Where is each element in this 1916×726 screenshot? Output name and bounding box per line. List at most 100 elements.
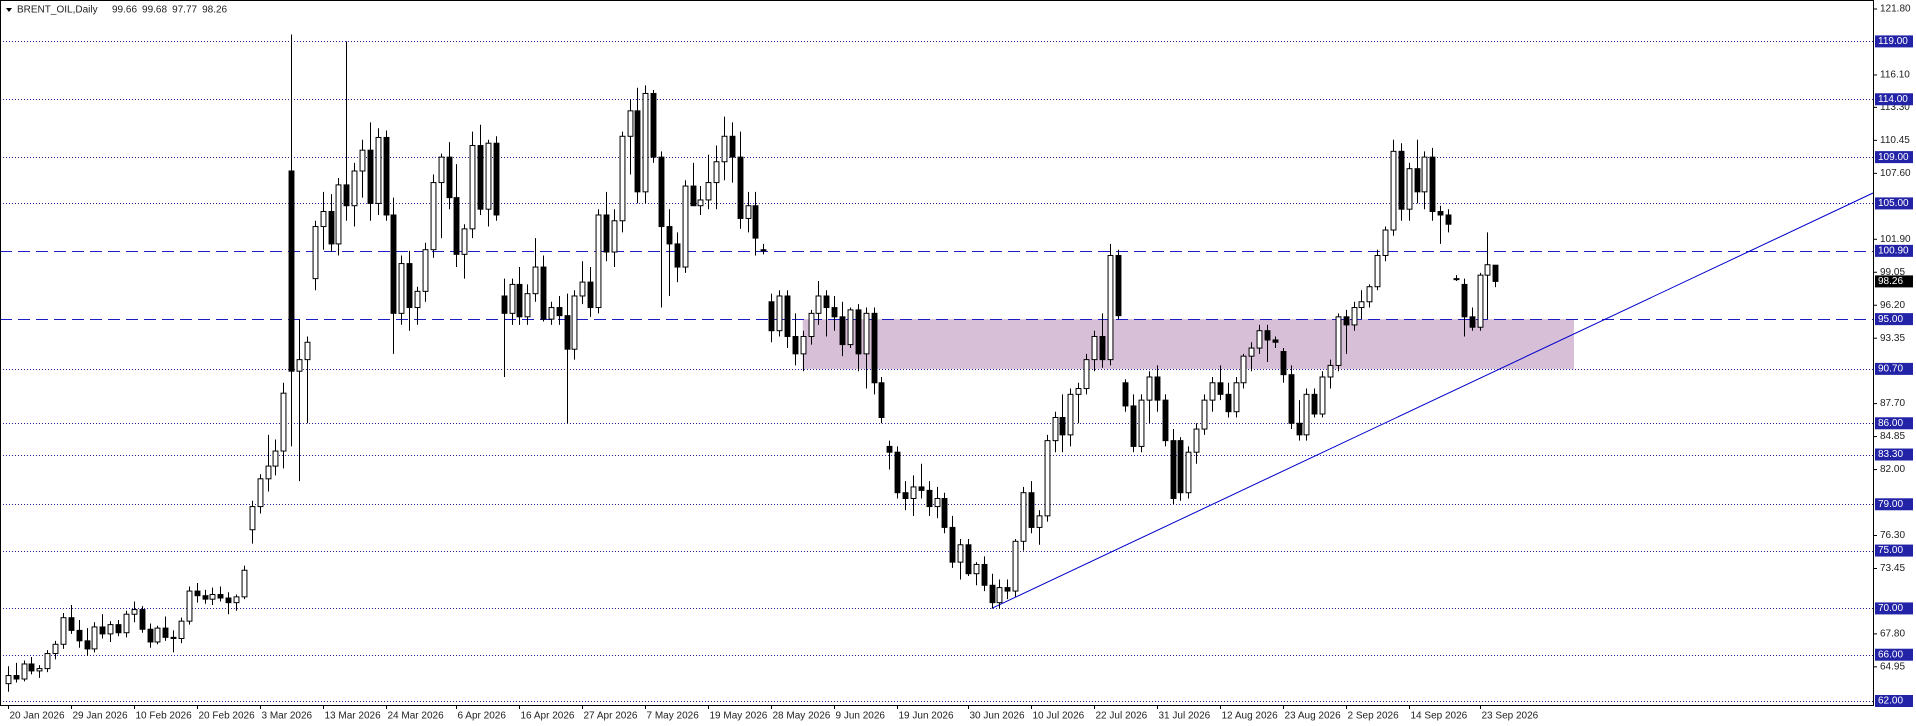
- level-label-box: [1875, 648, 1913, 661]
- x-tick-label: 19 Jun 2026: [899, 711, 954, 722]
- candle-body: [147, 628, 154, 643]
- candle-body: [453, 197, 460, 255]
- candle-body: [847, 309, 854, 346]
- level-label: 66.00: [1878, 649, 1903, 660]
- candle-body: [1130, 405, 1137, 447]
- candle-body: [516, 283, 523, 318]
- y-tick-label: 121.80: [1880, 4, 1911, 15]
- candle-body: [1484, 264, 1491, 276]
- candle-body: [178, 620, 185, 640]
- level-label: 109.00: [1878, 152, 1909, 163]
- candle-body: [973, 563, 980, 575]
- x-tick-label: 6 Apr 2026: [458, 711, 507, 722]
- candle-body: [1374, 254, 1381, 288]
- candle-body: [186, 590, 193, 622]
- candle-body: [1445, 214, 1452, 225]
- level-label-box: [1875, 35, 1913, 48]
- y-tick-label: 67.80: [1880, 629, 1905, 640]
- candle-body: [1067, 393, 1074, 436]
- x-tick-label: 3 Mar 2026: [262, 711, 313, 722]
- candle-body: [1028, 492, 1035, 528]
- candle-body: [1437, 211, 1444, 216]
- candle-body: [1075, 388, 1082, 395]
- candle-body: [1256, 330, 1263, 349]
- candle-body: [1170, 440, 1177, 499]
- x-tick-label: 7 May 2026: [647, 711, 700, 722]
- candle-body: [650, 92, 657, 158]
- candle-body: [540, 266, 547, 320]
- candle-body: [1154, 376, 1161, 401]
- candle-body: [446, 156, 453, 199]
- x-tick-label: 30 Jun 2026: [970, 711, 1025, 722]
- candle-body: [1193, 428, 1200, 453]
- candle-body: [1398, 150, 1405, 210]
- y-tick-label: 96.20: [1880, 300, 1905, 311]
- candle-body: [1421, 156, 1428, 193]
- candle-body: [1099, 335, 1106, 361]
- candle-body: [926, 489, 933, 508]
- candle-body: [1209, 382, 1216, 401]
- candle-body: [5, 675, 12, 685]
- x-tick-label: 2 Sep 2026: [1348, 711, 1400, 722]
- candle-body: [1012, 540, 1019, 592]
- candle-body: [170, 636, 177, 640]
- candle-body: [808, 312, 815, 337]
- candle-body: [949, 526, 956, 563]
- x-tick-label: 14 Sep 2026: [1411, 711, 1468, 722]
- trendline: [991, 192, 1874, 609]
- x-tick-label: 31 Jul 2026: [1159, 711, 1211, 722]
- candle-body: [886, 445, 893, 453]
- candle-body: [1036, 515, 1043, 528]
- candle-body: [375, 136, 382, 204]
- candle-body: [28, 663, 35, 672]
- candle-body: [320, 211, 327, 228]
- candle-body: [619, 135, 626, 222]
- candle-body: [768, 301, 775, 332]
- candle-body: [690, 185, 697, 207]
- y-tick-label: 76.30: [1880, 530, 1905, 541]
- candle-body: [1122, 382, 1129, 407]
- level-label: 62.00: [1878, 696, 1903, 707]
- candle-body: [21, 663, 28, 680]
- candle-body: [556, 307, 563, 317]
- candle-body: [1288, 374, 1295, 424]
- candle-body: [123, 613, 130, 634]
- header-ohlc: 99.68: [142, 5, 167, 16]
- candle-body: [1248, 347, 1255, 357]
- candle-body: [941, 497, 948, 528]
- y-tick-label: 87.70: [1880, 398, 1905, 409]
- candle-body: [241, 569, 248, 598]
- candle-body: [202, 595, 209, 600]
- level-label: 79.00: [1878, 499, 1903, 510]
- candle-body: [139, 609, 146, 630]
- candle-body: [469, 145, 476, 230]
- x-tick-label: 23 Aug 2026: [1285, 711, 1342, 722]
- candle-body: [422, 249, 429, 292]
- plot-area: [0, 34, 1874, 702]
- candle-body: [1272, 339, 1279, 343]
- candle-body: [501, 295, 508, 314]
- candle-body: [1382, 229, 1389, 256]
- candle-body: [902, 492, 909, 499]
- candle-body: [697, 199, 704, 207]
- y-tick-label: 113.30: [1880, 102, 1910, 113]
- candle-body: [823, 295, 830, 309]
- candle-body: [383, 136, 390, 216]
- candle-body: [351, 170, 358, 207]
- candle-body: [1185, 451, 1192, 494]
- candle-body: [461, 228, 468, 255]
- x-tick-label: 27 Apr 2026: [584, 711, 638, 722]
- level-label: 90.70: [1878, 364, 1903, 375]
- x-tick-label: 20 Jan 2026: [10, 711, 65, 722]
- candle-body: [603, 214, 610, 253]
- level-label: 119.00: [1878, 36, 1908, 47]
- level-label-box: [1875, 313, 1913, 326]
- candle-body: [1461, 283, 1468, 318]
- candle-body: [1146, 376, 1153, 401]
- candle-body: [1335, 316, 1342, 366]
- candle-body: [390, 214, 397, 314]
- level-label-box: [1875, 602, 1913, 615]
- candle-body: [855, 309, 862, 355]
- candle-body: [871, 312, 878, 384]
- candle-body: [634, 110, 641, 193]
